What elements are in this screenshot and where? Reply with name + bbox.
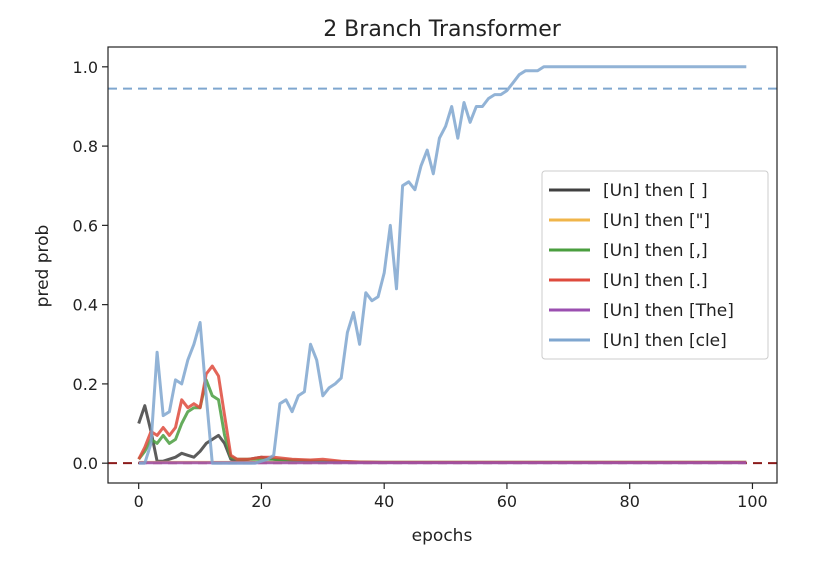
y-tick-label: 0.8 bbox=[73, 137, 98, 156]
x-tick-label: 40 bbox=[374, 492, 394, 511]
chart-title: 2 Branch Transformer bbox=[323, 17, 562, 42]
x-tick-label: 100 bbox=[737, 492, 768, 511]
x-tick-label: 80 bbox=[620, 492, 640, 511]
legend-label: [Un] then [.] bbox=[603, 271, 708, 291]
series-line-5 bbox=[138, 65, 747, 465]
plot-frame bbox=[107, 46, 778, 484]
x-axis-label: epochs bbox=[412, 526, 473, 546]
legend-label: [Un] then [cle] bbox=[603, 331, 727, 351]
series-lines bbox=[137, 65, 747, 465]
x-tick-label: 20 bbox=[251, 492, 271, 511]
axis-ticks: 0 20 40 60 80 100 0.0 0.2 0.4 0.6 0.8 1.0 bbox=[73, 58, 768, 511]
legend-label: [Un] then [The] bbox=[603, 301, 734, 321]
legend-label: [Un] then [ ] bbox=[603, 181, 708, 201]
y-axis-label: pred prob bbox=[33, 225, 53, 308]
y-tick-label: 0.2 bbox=[73, 375, 98, 394]
series-line-3 bbox=[137, 364, 747, 464]
legend: [Un] then [ ] [Un] then ["] [Un] then [,] [… bbox=[541, 170, 769, 360]
legend-label: [Un] then ["] bbox=[603, 211, 710, 231]
y-tick-label: 0.6 bbox=[73, 216, 98, 235]
y-tick-label: 0.0 bbox=[73, 454, 98, 473]
x-tick-label: 60 bbox=[497, 492, 517, 511]
y-tick-label: 0.4 bbox=[73, 296, 98, 315]
y-tick-label: 1.0 bbox=[73, 58, 98, 77]
x-tick-label: 0 bbox=[134, 492, 144, 511]
legend-label: [Un] then [,] bbox=[603, 241, 708, 261]
legend-box bbox=[541, 170, 769, 360]
